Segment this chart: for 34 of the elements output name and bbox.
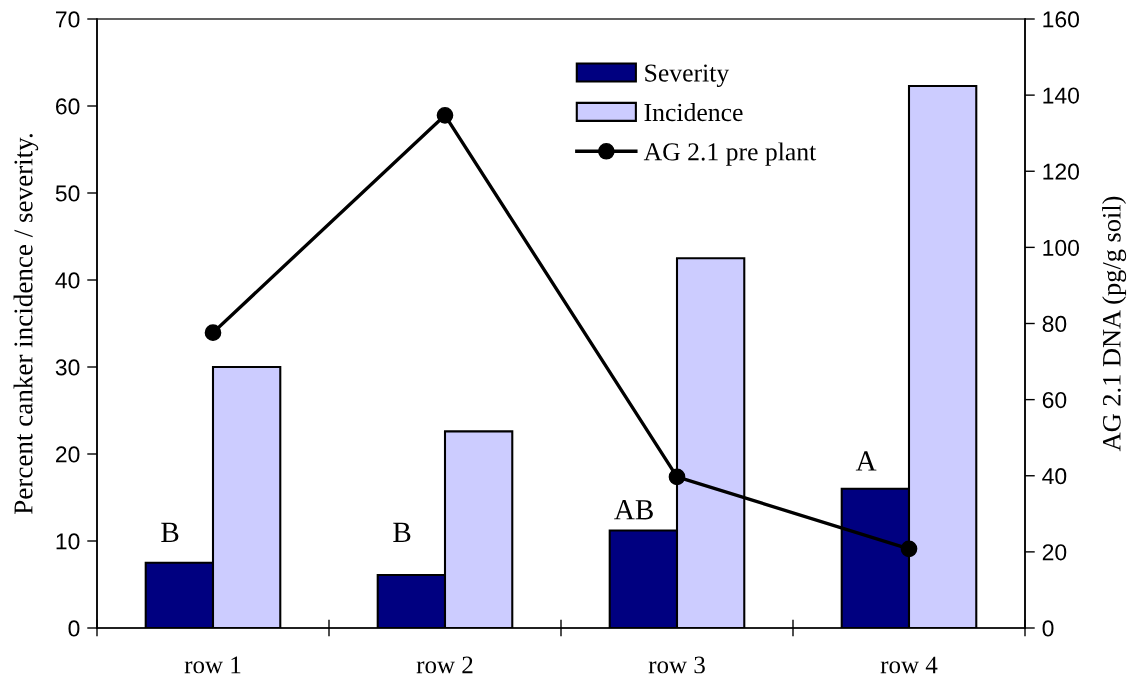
y2-tick-label: 60	[1042, 391, 1067, 409]
legend-label: Severity	[645, 64, 730, 87]
y-tick-label: 70	[56, 11, 80, 28]
y-tick-label: 20	[56, 446, 80, 463]
y2-tick-label: 100	[1043, 239, 1080, 256]
y2-tick-label: 80	[1042, 315, 1067, 333]
legend-label: AG 2.1 pre plant	[643, 142, 817, 166]
point	[436, 106, 454, 124]
y2-tick-label: 160	[1043, 11, 1080, 28]
x-tick-label: row 2	[416, 656, 473, 674]
x-tick-label: row 3	[648, 656, 705, 674]
legend-label: Incidence	[644, 103, 743, 122]
y-tick-label: 0	[68, 620, 80, 637]
y-tick-label: 50	[55, 185, 80, 202]
point	[900, 540, 918, 558]
x-tick-label: row 1	[184, 656, 241, 674]
annotation: A	[855, 451, 877, 471]
annotation: AB	[614, 500, 653, 520]
annotation: B	[393, 522, 411, 543]
y2-tick-label: 0	[1042, 620, 1054, 637]
point	[204, 324, 222, 341]
y2-tick-label: 140	[1043, 87, 1080, 104]
x-tick-label: row 4	[880, 656, 938, 674]
y-tick-label: 40	[55, 272, 80, 289]
annotation: B	[161, 522, 179, 543]
y2-tick-label: 120	[1043, 163, 1080, 180]
y2-axis-title: AG 2.1 DNA (pg/g soil)	[1102, 196, 1127, 452]
point	[668, 468, 686, 486]
y2-tick-label: 40	[1042, 468, 1067, 485]
y-tick-label: 60	[56, 98, 80, 115]
y-tick-label: 10	[56, 533, 80, 550]
y-axis-title: Percent canker incidence / severity.	[13, 134, 39, 514]
y-tick-label: 30	[55, 359, 80, 376]
y2-tick-label: 20	[1042, 544, 1067, 561]
